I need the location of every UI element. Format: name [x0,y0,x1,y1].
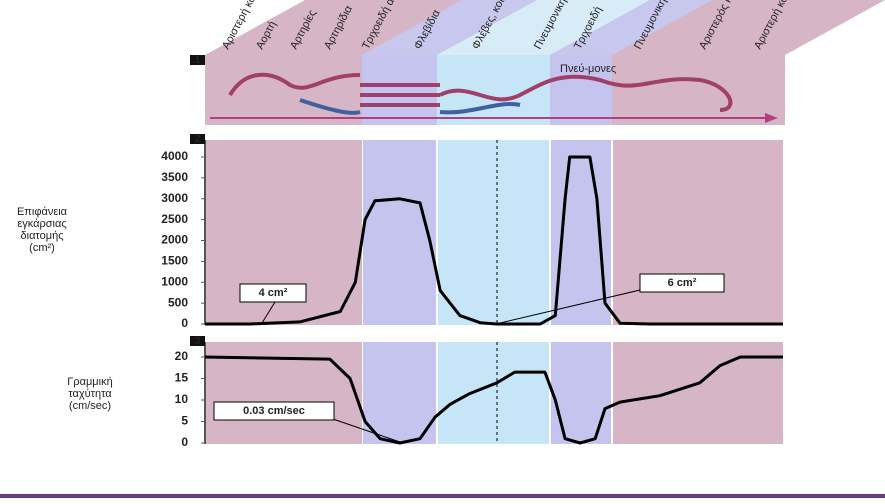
y-tick-label: 4000 [161,149,188,163]
y-axis-label: εγκάρσιας [17,218,66,230]
lungs-label: Πνεύ-μονες [560,63,616,75]
panel-number: 2 [194,133,200,145]
annotation: 6 cm² [668,277,697,289]
y-axis-label: Επιφάνεια [17,206,68,218]
y-tick-label: 10 [175,392,189,406]
y-tick-label: 15 [175,371,189,385]
panel-number: 3 [194,335,200,347]
y-tick-label: 5 [181,414,188,428]
annotation-boxes [213,273,725,421]
annotation: 4 cm² [259,287,288,299]
y-tick-label: 1000 [161,274,188,288]
y-axis-label: διατομής [21,230,64,242]
bottom-bar [0,494,885,498]
panel-number-box [190,55,205,65]
y-tick-label: 3000 [161,191,188,205]
y-tick-label: 0 [181,316,188,330]
y-tick-label: 1500 [161,254,188,268]
leaders [261,289,641,443]
panel-number-box [190,134,205,144]
y-axis-label: ταχύτητα [68,388,112,400]
curve [204,355,783,445]
panel-number-box [190,336,205,346]
y-tick-label: 20 [175,349,189,363]
y-tick-label: 3500 [161,170,188,184]
y-axis-label: (cm²) [29,242,55,254]
y-axis-label: Γραμμική [67,376,112,388]
y-tick-label: 500 [168,295,188,309]
annotation: 0.03 cm/sec [243,405,305,417]
curve [205,155,783,326]
y-tick-label: 0 [181,435,188,449]
panel-number: 1 [194,54,200,66]
y-tick-label: 2500 [161,212,188,226]
header-bg [205,0,885,55]
y-axis-label: (cm/sec) [69,400,111,412]
y-tick-label: 2000 [161,233,188,247]
panel1-bands [205,55,785,125]
